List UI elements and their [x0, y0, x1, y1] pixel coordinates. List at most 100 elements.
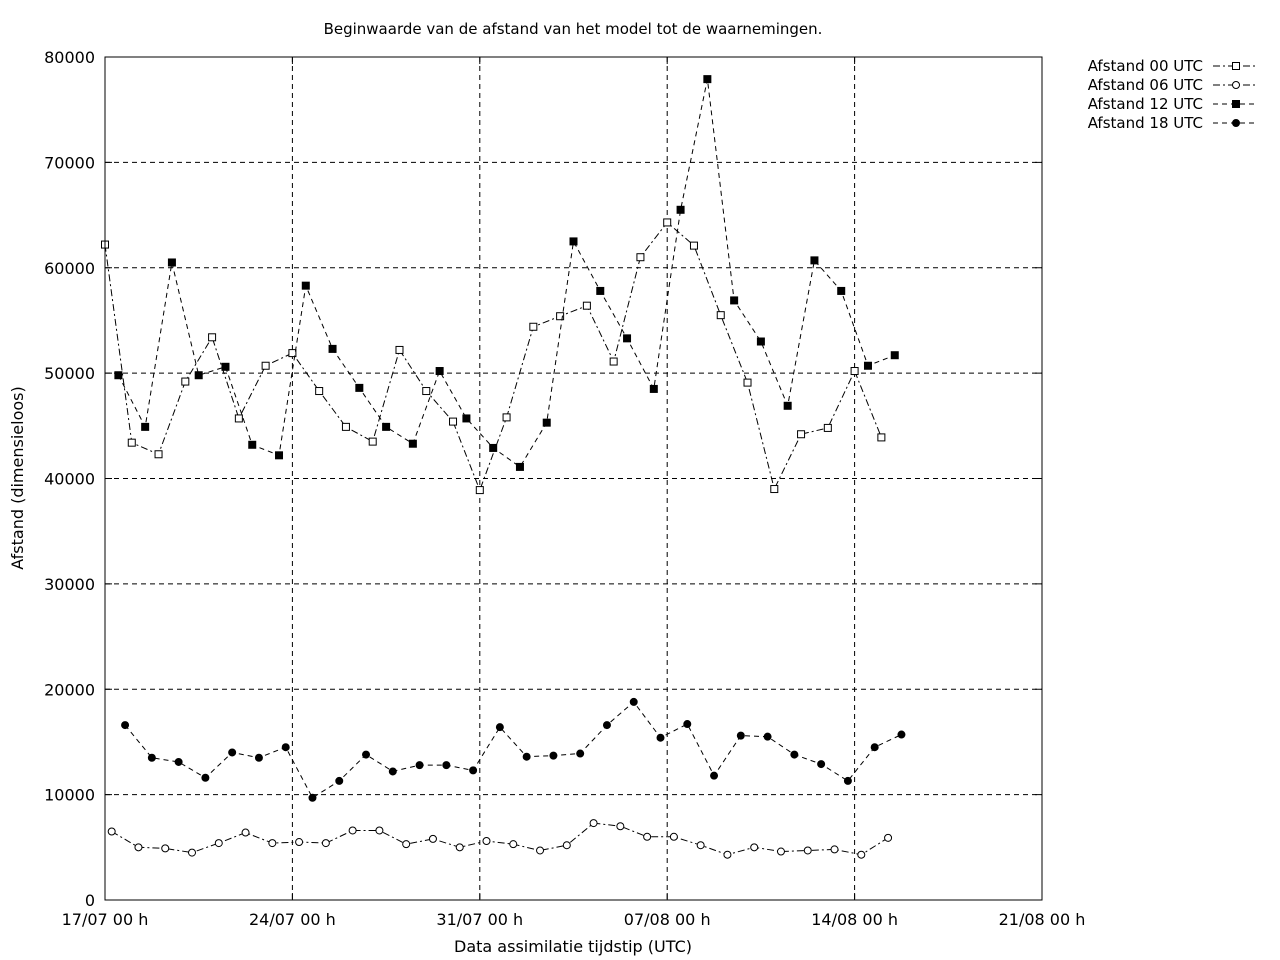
data-point: [676, 205, 685, 214]
legend-marker: [1232, 81, 1240, 89]
data-point: [375, 826, 384, 835]
data-point: [428, 834, 437, 843]
data-point: [582, 301, 591, 310]
data-point: [241, 828, 250, 837]
data-point: [890, 351, 899, 360]
legend-marker: [1232, 62, 1240, 70]
legend-marker: [1232, 100, 1240, 108]
data-point: [188, 848, 197, 857]
y-tick-label: 20000: [44, 680, 95, 699]
y-tick-label: 30000: [44, 575, 95, 594]
data-point: [736, 731, 745, 740]
data-point: [509, 840, 518, 849]
data-point: [107, 827, 116, 836]
series-line: [104, 221, 882, 492]
data-point: [502, 413, 511, 422]
data-point: [328, 344, 337, 353]
data-point: [462, 414, 471, 423]
data-point: [221, 362, 230, 371]
data-point: [348, 826, 357, 835]
series-line: [117, 78, 895, 468]
data-point: [321, 839, 330, 848]
data-point: [562, 841, 571, 850]
data-point: [308, 793, 317, 802]
data-point: [335, 776, 344, 785]
x-tick-label: 31/07 00 h: [436, 910, 523, 929]
data-point: [770, 485, 779, 494]
data-point: [228, 748, 237, 757]
data-point: [897, 730, 906, 739]
data-point: [295, 838, 304, 847]
data-point: [268, 839, 277, 848]
x-tick-label: 14/08 00 h: [811, 910, 898, 929]
data-point: [703, 75, 712, 84]
data-point: [823, 423, 832, 432]
data-point: [261, 361, 270, 370]
data-point: [134, 843, 143, 852]
data-point: [790, 750, 799, 759]
data-point: [683, 720, 692, 729]
data-point: [248, 440, 257, 449]
data-point: [783, 401, 792, 410]
data-point: [602, 721, 611, 730]
data-point: [435, 367, 444, 376]
series-0: [101, 218, 886, 495]
data-point: [402, 840, 411, 849]
series-line: [111, 822, 889, 856]
data-point: [161, 844, 170, 853]
data-point: [408, 439, 417, 448]
data-point: [422, 387, 431, 396]
data-point: [301, 281, 310, 290]
series-line: [124, 701, 902, 799]
data-point: [442, 761, 451, 770]
data-point: [649, 384, 658, 393]
data-point: [121, 721, 130, 730]
data-point: [616, 822, 625, 831]
x-tick-label: 24/07 00 h: [249, 910, 336, 929]
data-point: [234, 414, 243, 423]
data-point: [569, 237, 578, 246]
data-point: [797, 430, 806, 439]
series-1: [107, 819, 893, 859]
data-point: [803, 846, 812, 855]
data-point: [395, 345, 404, 354]
data-point: [556, 312, 565, 321]
data-point: [716, 311, 725, 320]
data-point: [636, 253, 645, 262]
data-point: [884, 833, 893, 842]
data-point: [127, 438, 136, 447]
series-3: [121, 697, 906, 802]
y-tick-label: 60000: [44, 259, 95, 278]
data-point: [275, 451, 284, 460]
legend-label: Afstand 00 UTC: [1088, 57, 1203, 75]
data-point: [201, 773, 210, 782]
x-tick-label: 21/08 00 h: [999, 910, 1086, 929]
data-point: [288, 349, 297, 358]
data-point: [589, 819, 598, 828]
data-point: [415, 761, 424, 770]
data-point: [623, 334, 632, 343]
data-point: [382, 422, 391, 431]
data-point: [181, 377, 190, 386]
data-point: [850, 367, 859, 376]
axes: 0 10000 20000 30000 40000 50000 60000 70000 8000…: [44, 48, 1085, 929]
data-point: [154, 450, 163, 459]
data-point: [455, 843, 464, 852]
data-point: [710, 771, 719, 780]
y-axis-label: Afstand (dimensieloos): [8, 386, 27, 569]
data-point: [515, 462, 524, 471]
data-point: [689, 241, 698, 250]
data-point: [756, 337, 765, 346]
data-point: [362, 750, 371, 759]
data-point: [549, 751, 558, 760]
data-point: [355, 383, 364, 392]
y-tick-label: 40000: [44, 470, 95, 489]
data-point: [449, 417, 458, 426]
legend-label: Afstand 06 UTC: [1088, 76, 1203, 94]
data-point: [281, 743, 290, 752]
data-point: [315, 387, 324, 396]
data-point: [596, 286, 605, 295]
